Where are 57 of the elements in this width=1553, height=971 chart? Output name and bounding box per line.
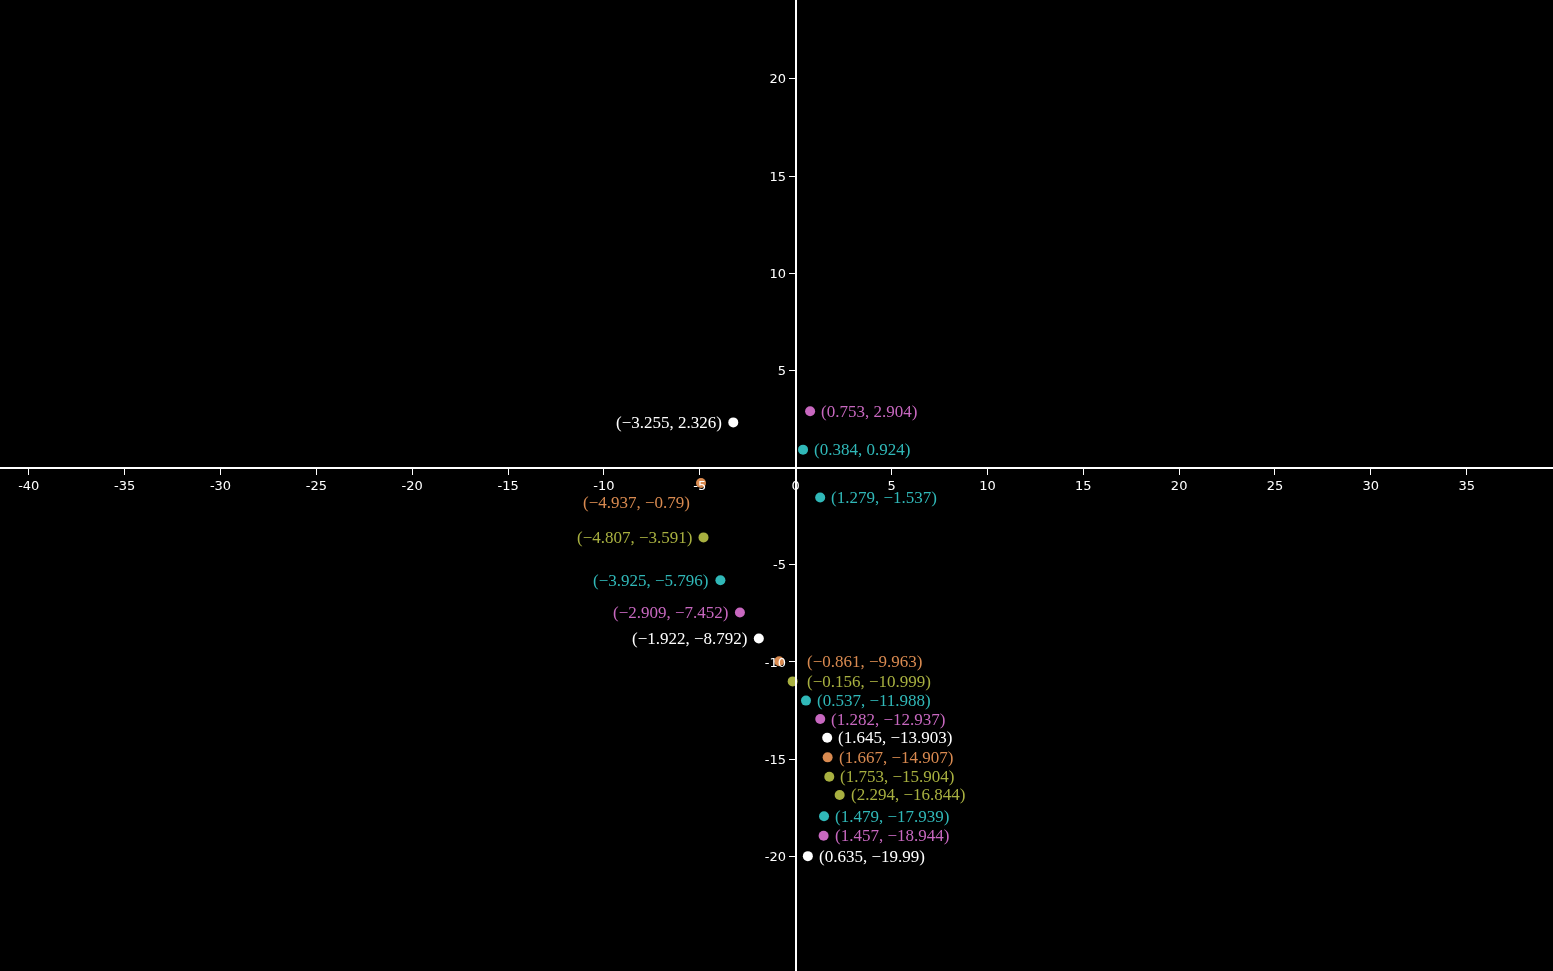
point bbox=[715, 575, 726, 586]
point bbox=[805, 406, 816, 417]
annotation: (0.384, 0.924) bbox=[814, 440, 911, 459]
y-tick-label: 20 bbox=[769, 71, 787, 87]
annotation: (0.635, −19.99) bbox=[819, 847, 925, 866]
x-tick-label: 15 bbox=[1075, 478, 1092, 494]
point bbox=[819, 811, 830, 822]
y-tick-label: 10 bbox=[769, 265, 787, 281]
y-tick-label: -15 bbox=[764, 751, 787, 767]
x-tick-label: 5 bbox=[887, 478, 896, 494]
y-tick-label: 15 bbox=[769, 168, 787, 184]
point bbox=[818, 830, 829, 841]
point bbox=[815, 492, 826, 503]
x-tick-label: 25 bbox=[1266, 478, 1284, 494]
point bbox=[822, 752, 833, 763]
annotation: (−3.925, −5.796) bbox=[593, 571, 709, 590]
y-tick-label: -5 bbox=[773, 557, 787, 573]
x-tick-label: -30 bbox=[209, 478, 232, 494]
annotation: (−0.861, −9.963) bbox=[807, 652, 923, 671]
x-tick-label: -35 bbox=[114, 478, 136, 494]
point bbox=[834, 789, 845, 800]
x-tick-label: 30 bbox=[1362, 478, 1380, 494]
annotation: (1.457, −18.944) bbox=[835, 826, 950, 845]
x-tick-label: 10 bbox=[979, 478, 996, 494]
point bbox=[698, 532, 709, 543]
x-tick-label: 20 bbox=[1170, 478, 1188, 494]
annotation: (−2.909, −7.452) bbox=[613, 603, 729, 622]
x-tick-label: 35 bbox=[1458, 478, 1475, 494]
y-tick-label: -20 bbox=[764, 848, 787, 864]
point bbox=[734, 607, 745, 618]
point bbox=[798, 444, 809, 455]
annotation: (−3.255, 2.326) bbox=[616, 413, 722, 432]
x-tick-label: -15 bbox=[497, 478, 519, 494]
x-tick-label: -10 bbox=[593, 478, 615, 494]
annotation: (1.667, −14.907) bbox=[839, 748, 954, 767]
x-tick-label: -40 bbox=[18, 478, 40, 494]
point bbox=[815, 714, 826, 725]
point bbox=[728, 417, 739, 428]
point bbox=[824, 771, 835, 782]
y-tick-label: 5 bbox=[777, 362, 787, 378]
annotation: (0.753, 2.904) bbox=[821, 402, 918, 421]
annotation: (2.294, −16.844) bbox=[851, 785, 966, 804]
x-tick-label: -25 bbox=[305, 478, 327, 494]
point bbox=[802, 851, 813, 862]
annotation: (1.282, −12.937) bbox=[831, 710, 946, 729]
annotation: (−1.922, −8.792) bbox=[632, 629, 748, 648]
annotation: (1.479, −17.939) bbox=[835, 807, 950, 826]
point bbox=[800, 695, 811, 706]
annotation: (−4.937, −0.79) bbox=[583, 493, 690, 512]
point bbox=[822, 732, 833, 743]
annotation: (−4.807, −3.591) bbox=[577, 528, 693, 547]
annotation: (1.645, −13.903) bbox=[838, 728, 953, 747]
x-tick-label: -20 bbox=[401, 478, 423, 494]
annotation: (0.537, −11.988) bbox=[817, 691, 931, 710]
point bbox=[753, 633, 764, 644]
annotation: (−0.156, −10.999) bbox=[807, 672, 931, 691]
annotation: (1.753, −15.904) bbox=[840, 767, 955, 786]
